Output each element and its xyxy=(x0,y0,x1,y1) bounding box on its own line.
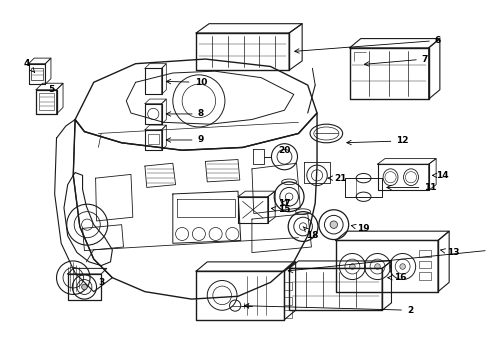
Text: 10: 10 xyxy=(166,78,207,87)
Text: 2: 2 xyxy=(245,303,413,315)
Bar xyxy=(285,282,292,290)
Bar xyxy=(285,297,292,305)
Bar xyxy=(39,94,54,110)
Text: 12: 12 xyxy=(347,136,409,145)
Text: 5: 5 xyxy=(49,85,55,94)
Text: 7: 7 xyxy=(365,55,428,66)
Circle shape xyxy=(330,221,338,228)
Text: 4: 4 xyxy=(24,59,35,72)
Text: 1: 1 xyxy=(288,245,490,273)
Circle shape xyxy=(400,264,405,269)
Bar xyxy=(31,68,43,80)
Text: 16: 16 xyxy=(388,273,407,282)
Ellipse shape xyxy=(356,174,371,183)
Text: 21: 21 xyxy=(328,174,346,183)
Bar xyxy=(147,134,159,144)
Text: 17: 17 xyxy=(278,199,291,208)
Bar xyxy=(419,250,431,257)
Text: 9: 9 xyxy=(166,135,204,144)
Text: 8: 8 xyxy=(166,109,204,118)
Ellipse shape xyxy=(356,192,371,201)
Text: 6: 6 xyxy=(294,36,441,53)
Text: 3: 3 xyxy=(98,278,104,287)
Circle shape xyxy=(349,264,355,269)
Circle shape xyxy=(82,284,87,290)
Text: 15: 15 xyxy=(271,205,291,214)
Bar xyxy=(285,310,292,318)
Bar xyxy=(419,272,431,280)
Text: 20: 20 xyxy=(278,146,291,155)
Text: 11: 11 xyxy=(387,183,437,192)
Text: 13: 13 xyxy=(441,248,459,257)
Text: 14: 14 xyxy=(432,171,449,180)
Text: 18: 18 xyxy=(303,226,318,240)
Text: 19: 19 xyxy=(351,224,370,233)
Circle shape xyxy=(375,264,380,269)
Bar xyxy=(419,261,431,269)
